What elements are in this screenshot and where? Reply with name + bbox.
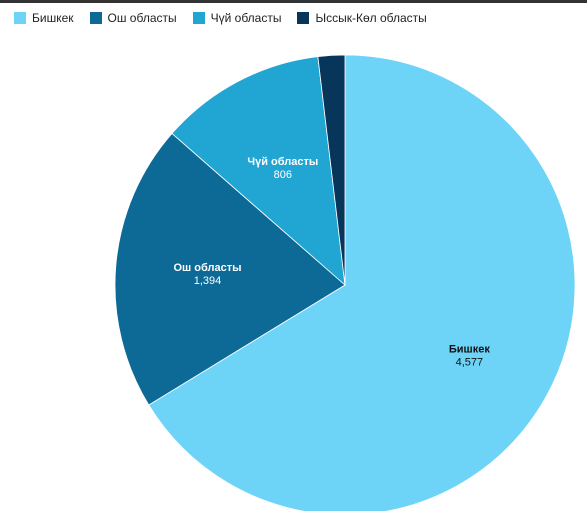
legend-label-issyk-kul: Ысcык-Көл областы (315, 11, 427, 25)
legend-label-chui: Чүй областы (210, 11, 282, 25)
top-edge-strip (0, 0, 587, 3)
pie-slices (114, 54, 576, 511)
slice-label-chui: Чүй областы (247, 156, 318, 168)
legend-item-osh[interactable]: Ош областы (89, 11, 177, 25)
slice-value-bishkek: 4,577 (456, 357, 484, 369)
legend-swatch-bishkek (14, 12, 26, 24)
chart-legend: Бишкек Ош областы Чүй областы Ысcык-Көл … (14, 11, 443, 25)
legend-item-chui[interactable]: Чүй областы (192, 11, 282, 25)
legend-item-bishkek[interactable]: Бишкек (14, 11, 74, 25)
slice-label-bishkek: Бишкек (449, 344, 490, 356)
legend-label-osh: Ош областы (107, 11, 177, 25)
slice-label-osh: Ош областы (173, 262, 241, 274)
pie-slice-issyk-kul[interactable] (317, 54, 346, 286)
pie-slice-chui[interactable] (171, 56, 346, 286)
legend-swatch-issyk-kul (297, 12, 310, 24)
slice-value-osh: 1,394 (194, 275, 222, 287)
legend-swatch-chui (192, 12, 205, 24)
legend-swatch-osh (89, 12, 102, 24)
pie-slice-osh[interactable] (114, 132, 346, 406)
legend-item-issyk-kul[interactable]: Ысcык-Көл областы (297, 11, 427, 25)
pie-slice-bishkek[interactable] (148, 54, 576, 511)
slice-value-chui: 806 (274, 169, 292, 181)
legend-label-bishkek: Бишкек (32, 11, 74, 25)
